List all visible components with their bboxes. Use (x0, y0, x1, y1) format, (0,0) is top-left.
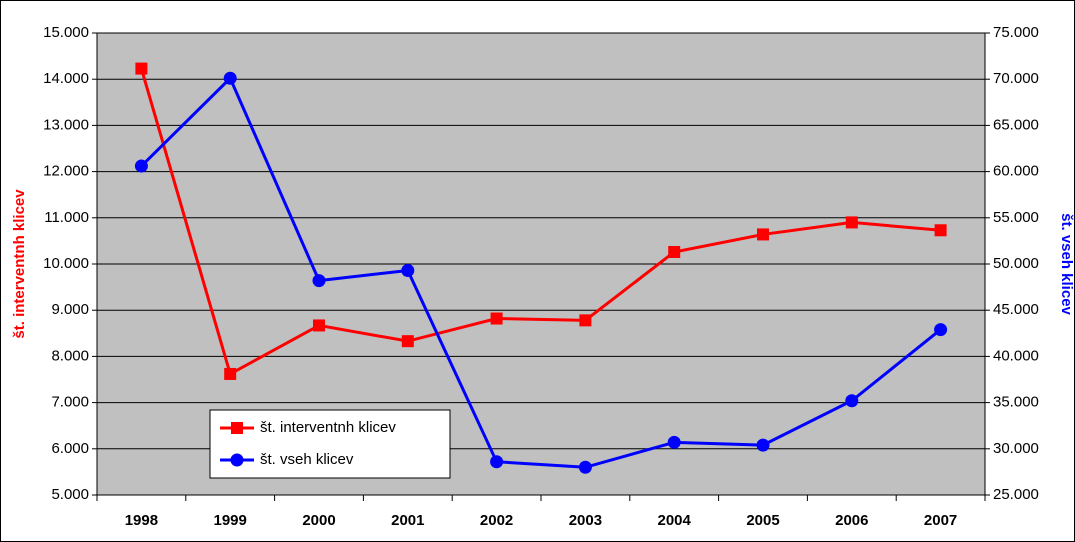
y2-tick-label: 65.000 (993, 116, 1039, 133)
point (668, 245, 681, 258)
series-line (139, 68, 941, 377)
y-tick-label: 13.000 (43, 116, 89, 133)
y2-axis-title: št. vseh klicev (1058, 213, 1075, 315)
x-tick-label: 2002 (480, 512, 513, 529)
point (230, 453, 244, 467)
y2-tick-label: 70.000 (993, 70, 1039, 87)
point (490, 455, 504, 469)
x-tick-label: 2005 (746, 512, 779, 529)
point (757, 228, 769, 241)
point (313, 319, 325, 332)
y-tick-label: 14.000 (43, 70, 89, 87)
y-tick-label: 11.000 (44, 209, 89, 226)
point (578, 460, 592, 474)
point (756, 438, 770, 452)
y-tick-label: 12.000 (43, 163, 89, 180)
y-tick-label: 8.000 (51, 347, 89, 364)
y2-tick-label: 45.000 (993, 301, 1039, 318)
point (223, 71, 237, 85)
point (845, 394, 859, 408)
y-axis-title: št. interventnh klicev (11, 189, 28, 339)
x-tick-label: 2006 (835, 512, 868, 529)
x-tick-label: 2001 (391, 512, 424, 529)
y-tick-label: 9.000 (51, 301, 89, 318)
point (579, 314, 592, 327)
y-tick-label: 5.000 (51, 486, 89, 503)
point (134, 159, 148, 173)
y2-tick-label: 25.000 (993, 486, 1039, 503)
x-tick-label: 2003 (569, 512, 602, 529)
x-tick-label: 2000 (302, 512, 335, 529)
x-tick-label: 2004 (658, 512, 692, 529)
point (401, 263, 415, 277)
point (490, 312, 503, 325)
y-tick-label: 7.000 (51, 394, 89, 411)
point (231, 422, 243, 434)
x-tick-label: 1999 (214, 512, 247, 529)
y-tick-label: 15.000 (43, 24, 89, 41)
point (934, 224, 947, 237)
point (312, 274, 326, 288)
legend-label: št. vseh klicev (260, 451, 354, 468)
series-line (140, 75, 942, 469)
point (224, 367, 237, 380)
y2-tick-label: 40.000 (993, 347, 1039, 364)
x-tick-label: 2007 (924, 512, 957, 529)
point (667, 435, 681, 449)
y2-tick-label: 35.000 (993, 394, 1039, 411)
y-tick-label: 6.000 (51, 440, 89, 457)
legend-box (209, 409, 451, 479)
y2-tick-label: 50.000 (993, 255, 1039, 272)
y2-tick-label: 30.000 (993, 440, 1039, 457)
point (135, 62, 148, 75)
y-tick-label: 10.000 (43, 255, 89, 272)
x-tick-label: 1998 (125, 512, 158, 529)
y2-tick-label: 75.000 (993, 24, 1039, 41)
point (845, 216, 858, 229)
point (401, 335, 414, 348)
y2-tick-label: 60.000 (993, 163, 1039, 180)
legend-label: št. interventnh klicev (260, 419, 396, 436)
y2-tick-label: 55.000 (993, 209, 1039, 226)
point (934, 323, 948, 337)
